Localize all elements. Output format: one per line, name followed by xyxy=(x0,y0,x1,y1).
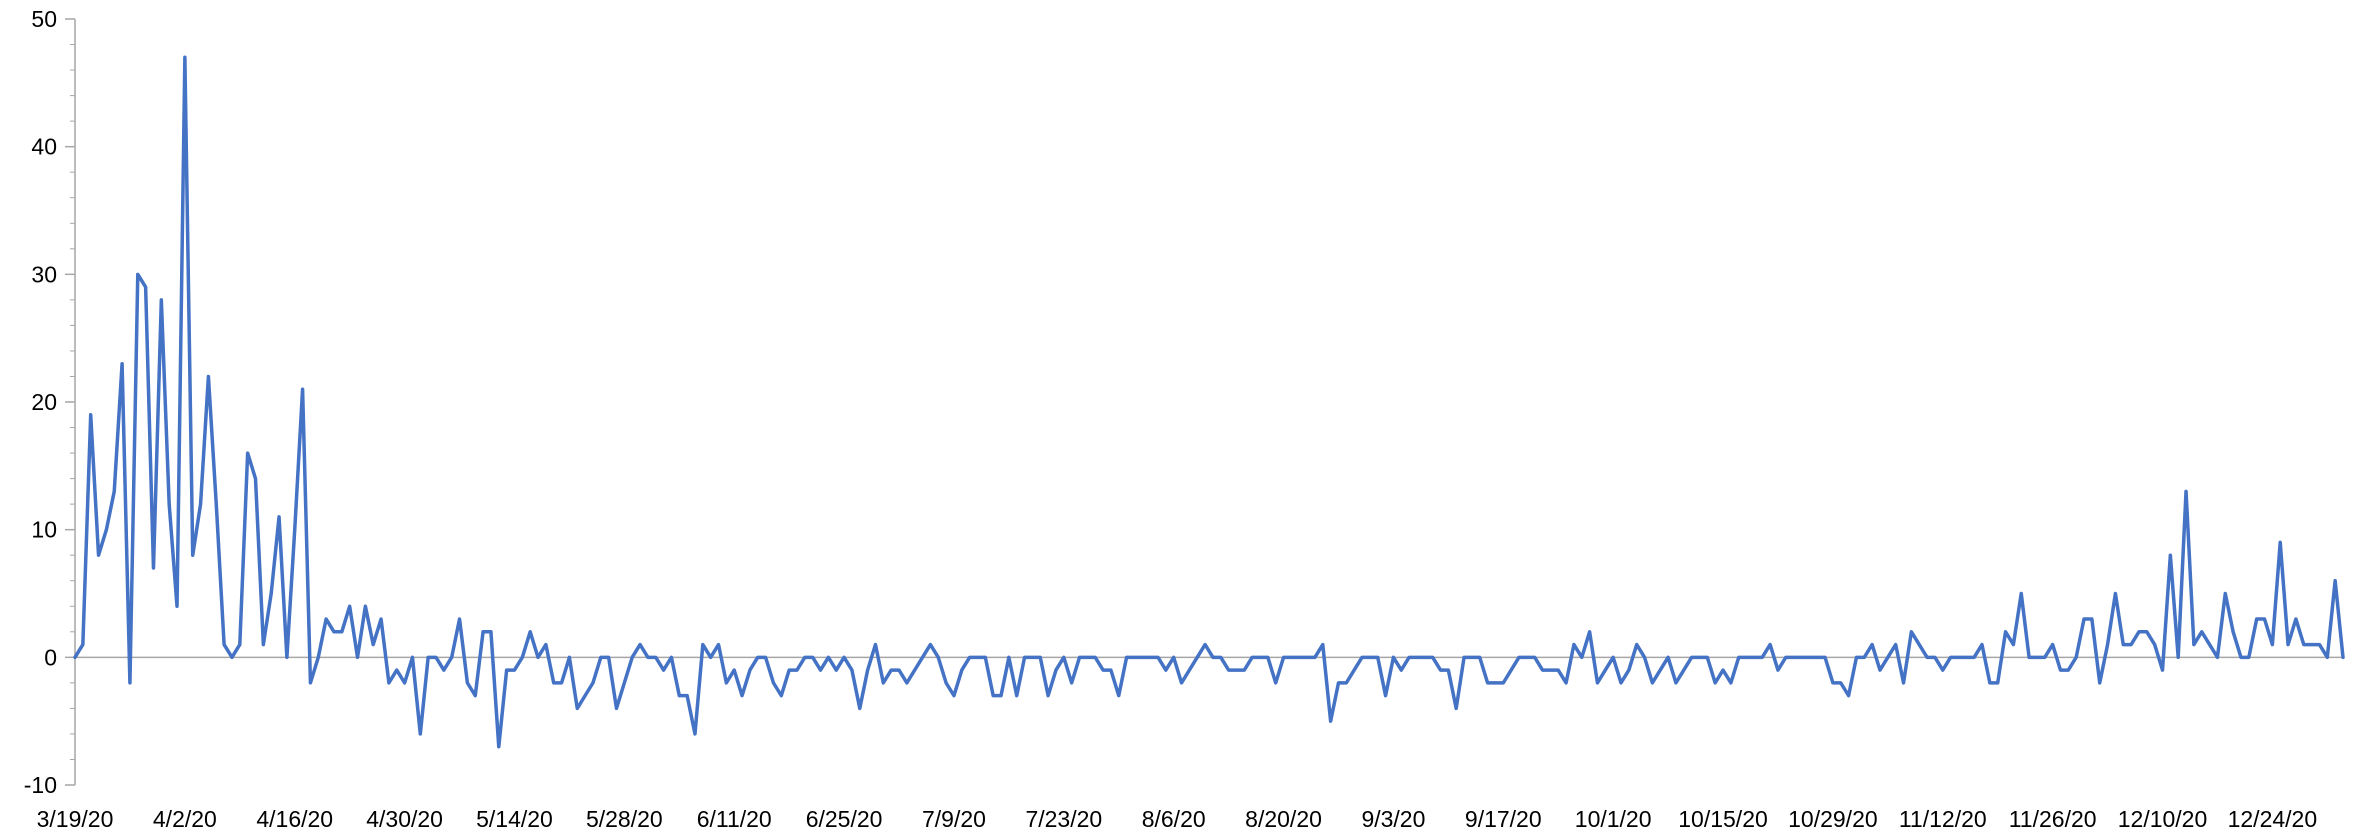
x-tick-label: 10/15/20 xyxy=(1678,806,1768,832)
x-tick-label: 3/19/20 xyxy=(37,806,114,832)
y-tick-label: 50 xyxy=(31,6,57,32)
x-tick-label: 10/1/20 xyxy=(1575,806,1652,832)
x-tick-label: 11/12/20 xyxy=(1899,806,1987,832)
series-line xyxy=(73,55,2345,749)
y-tick-label: 40 xyxy=(31,134,57,160)
x-tick-label: 9/17/20 xyxy=(1465,806,1542,832)
x-tick-label: 6/11/20 xyxy=(697,806,772,832)
x-tick-label: 4/2/20 xyxy=(153,806,217,832)
x-tick-label: 10/29/20 xyxy=(1788,806,1878,832)
y-tick-label: 30 xyxy=(31,261,57,287)
x-tick-label: 5/28/20 xyxy=(586,806,663,832)
x-tick-label: 8/20/20 xyxy=(1245,806,1322,832)
x-tick-label: 4/30/20 xyxy=(366,806,443,832)
x-tick-label: 4/16/20 xyxy=(256,806,333,832)
y-tick-label: -10 xyxy=(24,772,57,798)
y-tick-label: 20 xyxy=(31,389,57,415)
x-tick-label: 9/3/20 xyxy=(1361,806,1425,832)
x-tick-label: 7/23/20 xyxy=(1025,806,1102,832)
x-tick-label: 7/9/20 xyxy=(922,806,986,832)
y-tick-label: 0 xyxy=(44,644,57,670)
series-layer xyxy=(73,55,2345,749)
x-tick-label: 12/24/20 xyxy=(2228,806,2318,832)
x-tick-label: 12/10/20 xyxy=(2118,806,2208,832)
x-tick-label: 5/14/20 xyxy=(476,806,553,832)
y-tick-label: 10 xyxy=(31,517,57,543)
x-tick-label: 11/26/20 xyxy=(2009,806,2097,832)
x-tick-label: 6/25/20 xyxy=(806,806,883,832)
x-axis: 3/19/20 4/2/20 4/16/20 4/30/20 5/14/20 5/28/2… xyxy=(37,656,2343,832)
y-axis: -10 0 10 20 30 40 50 xyxy=(24,6,76,798)
x-tick-label: 8/6/20 xyxy=(1142,806,1206,832)
